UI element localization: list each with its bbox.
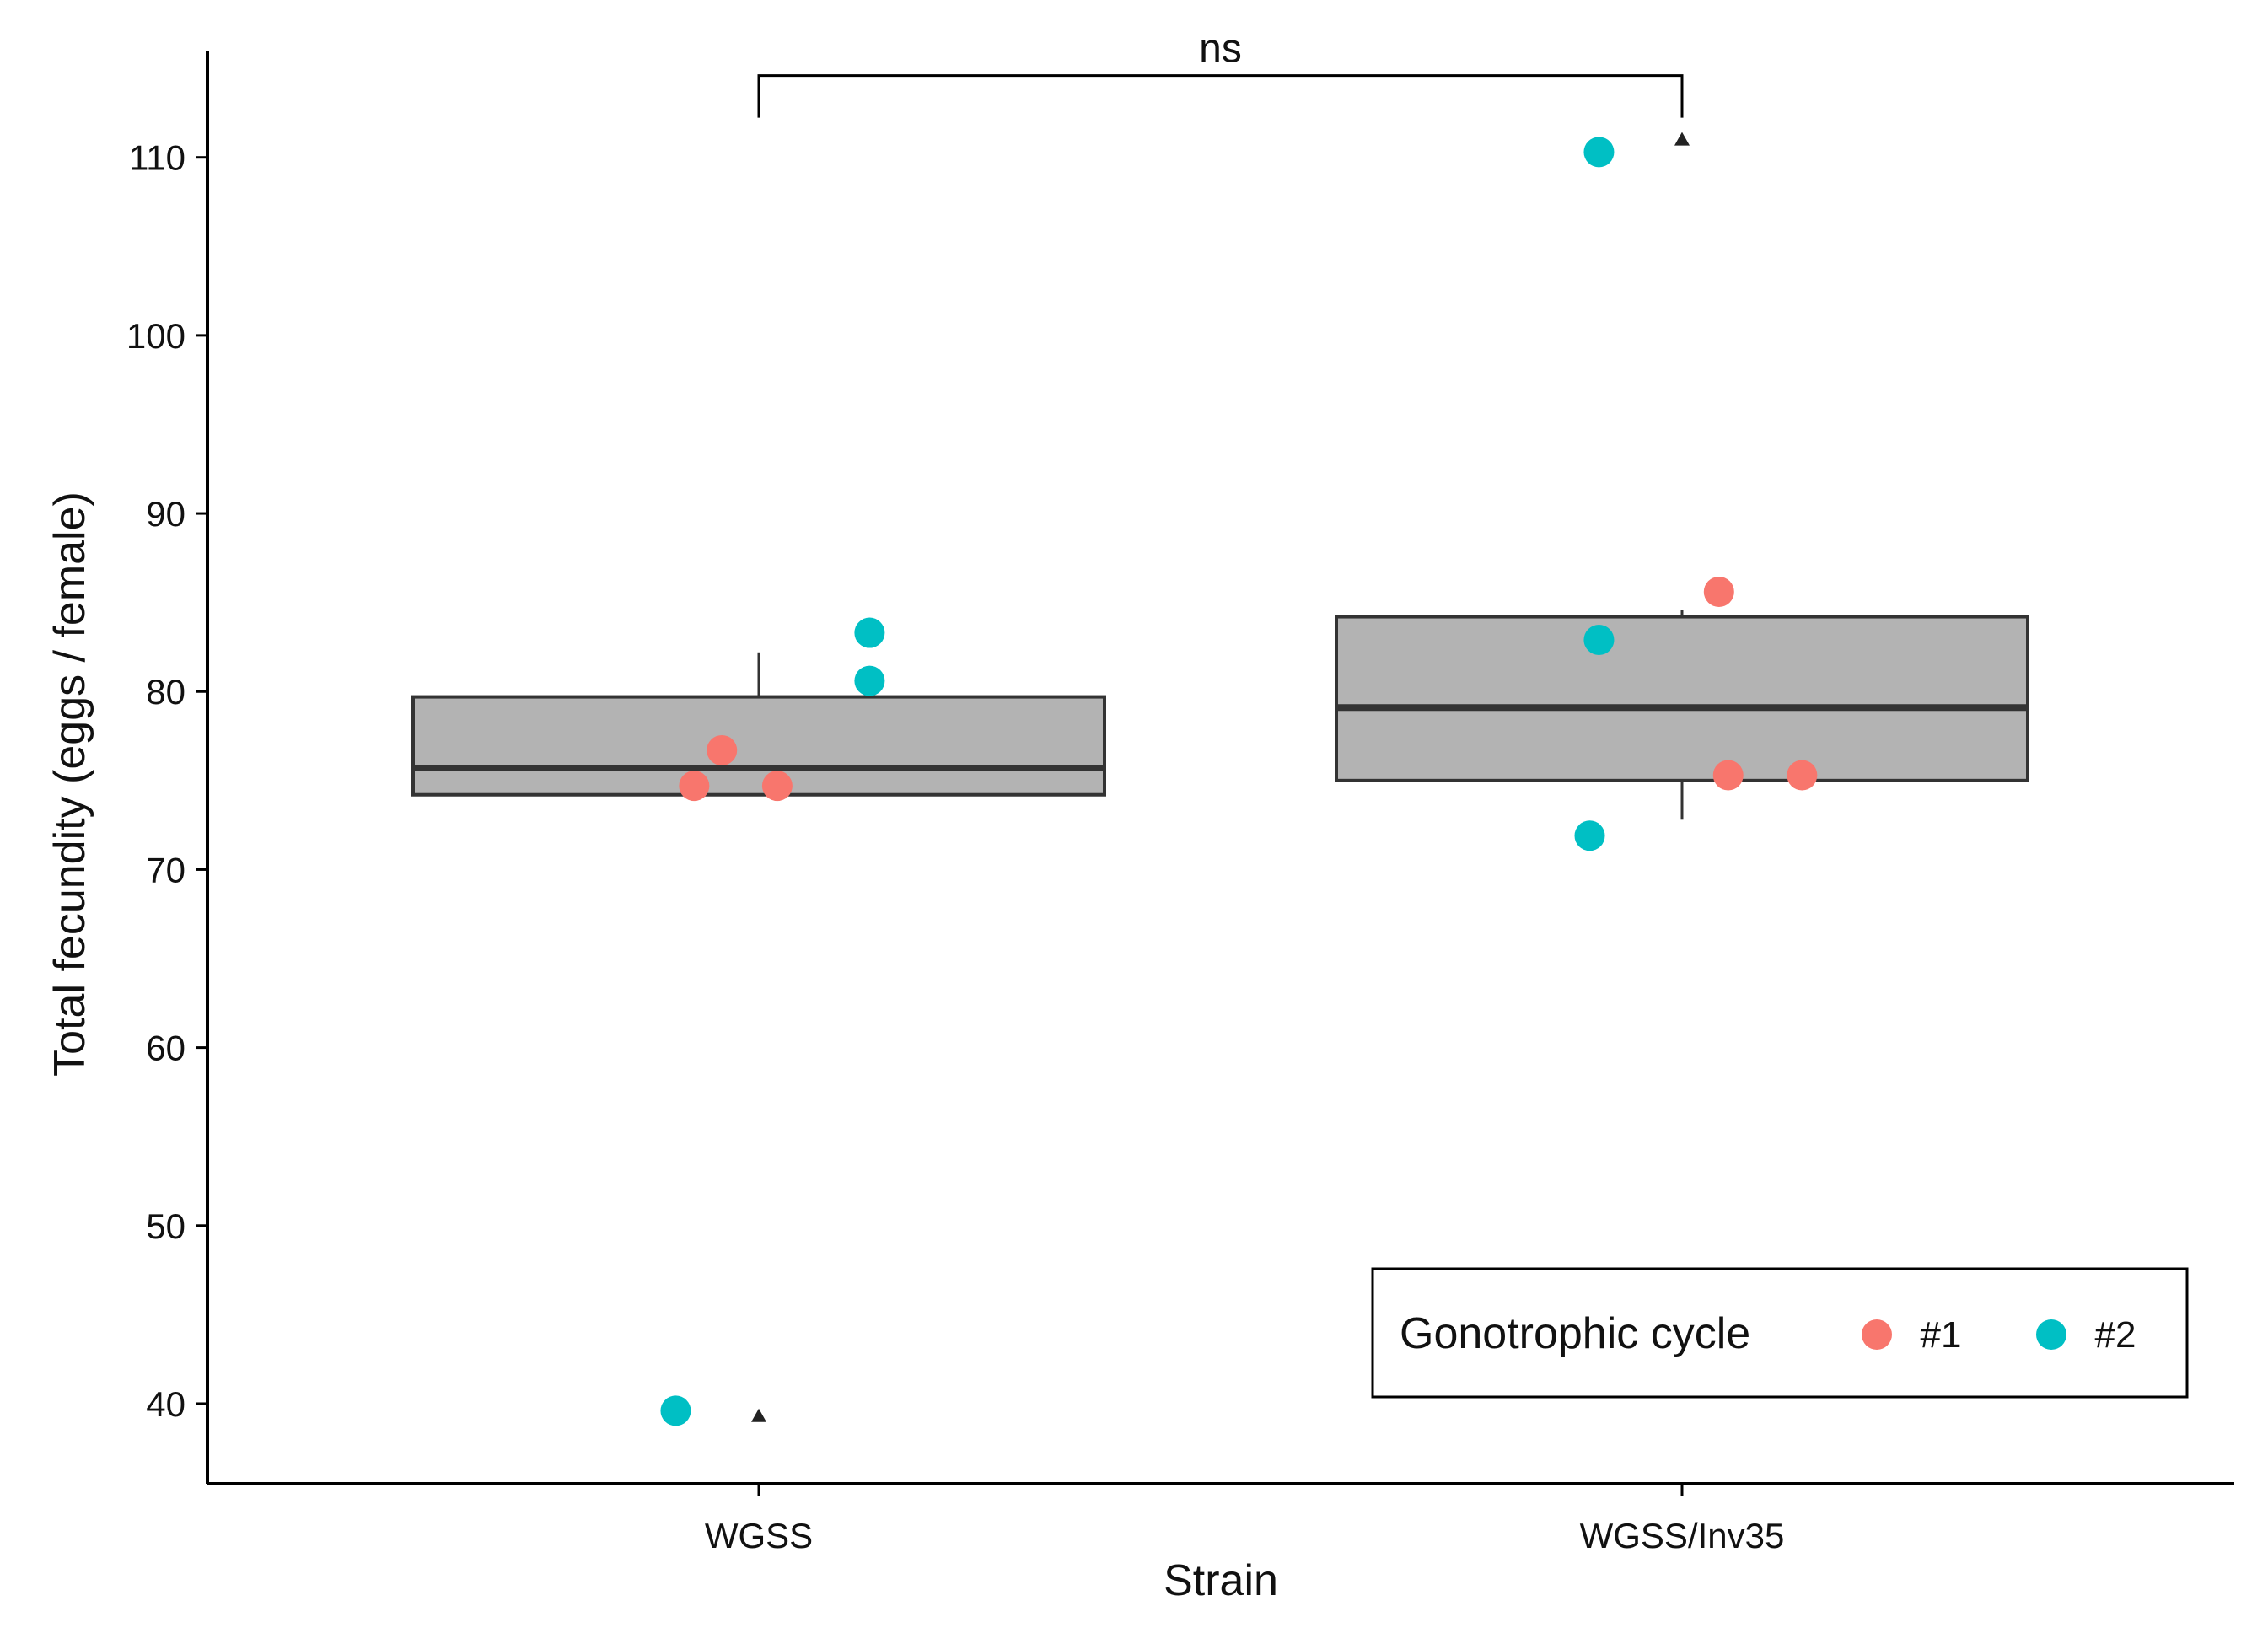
significance-label: ns	[1199, 27, 1242, 72]
legend-label: #2	[2095, 1314, 2136, 1356]
data-point	[1712, 760, 1744, 791]
data-point	[1574, 820, 1605, 851]
x-axis-title: Strain	[1164, 1556, 1278, 1605]
x-tick-label: WGSS	[705, 1516, 813, 1555]
y-tick-label: 40	[146, 1384, 185, 1424]
significance-bracket: ns	[757, 27, 1684, 118]
data-point	[660, 1395, 691, 1426]
boxes-layer	[411, 132, 2029, 1422]
significance-bracket-line	[757, 74, 1684, 118]
data-point	[854, 665, 885, 696]
y-tick-label: 80	[146, 672, 185, 712]
x-tick-label: WGSS/Inv35	[1580, 1516, 1785, 1555]
points-layer	[660, 137, 1818, 1426]
data-point	[1703, 576, 1734, 607]
legend-key	[1862, 1319, 1892, 1350]
y-tick-label: 70	[146, 850, 185, 889]
data-point	[707, 734, 738, 765]
legend-title: Gonotrophic cycle	[1400, 1309, 1750, 1358]
axes-layer	[206, 51, 2234, 1485]
legend-key	[2036, 1319, 2066, 1350]
y-tick-label: 100	[126, 316, 185, 356]
y-ticks: 40 50 60 70 80 90 100 110	[126, 138, 207, 1424]
y-tick-label: 50	[146, 1206, 185, 1246]
legend-items: #1 #2	[1862, 1314, 2136, 1356]
box-iqr	[411, 695, 1106, 797]
y-tick-label: 60	[146, 1029, 185, 1068]
data-point	[1583, 137, 1615, 168]
mean-marker	[1674, 132, 1690, 146]
y-axis-title: Total fecundity (eggs / female)	[46, 492, 94, 1077]
legend: Gonotrophic cycle #1 #2	[1371, 1267, 2189, 1399]
data-point	[679, 771, 710, 802]
data-point	[1787, 760, 1818, 791]
mean-marker	[751, 1408, 766, 1422]
x-ticks: WGSS WGSS/Inv35	[705, 1484, 1785, 1555]
y-tick-label: 110	[129, 138, 185, 178]
data-point	[761, 771, 793, 802]
box-iqr	[1335, 615, 2029, 782]
data-point	[854, 617, 885, 648]
y-tick-label: 90	[146, 494, 185, 534]
legend-label: #1	[1921, 1314, 1962, 1356]
data-point	[1583, 625, 1615, 656]
